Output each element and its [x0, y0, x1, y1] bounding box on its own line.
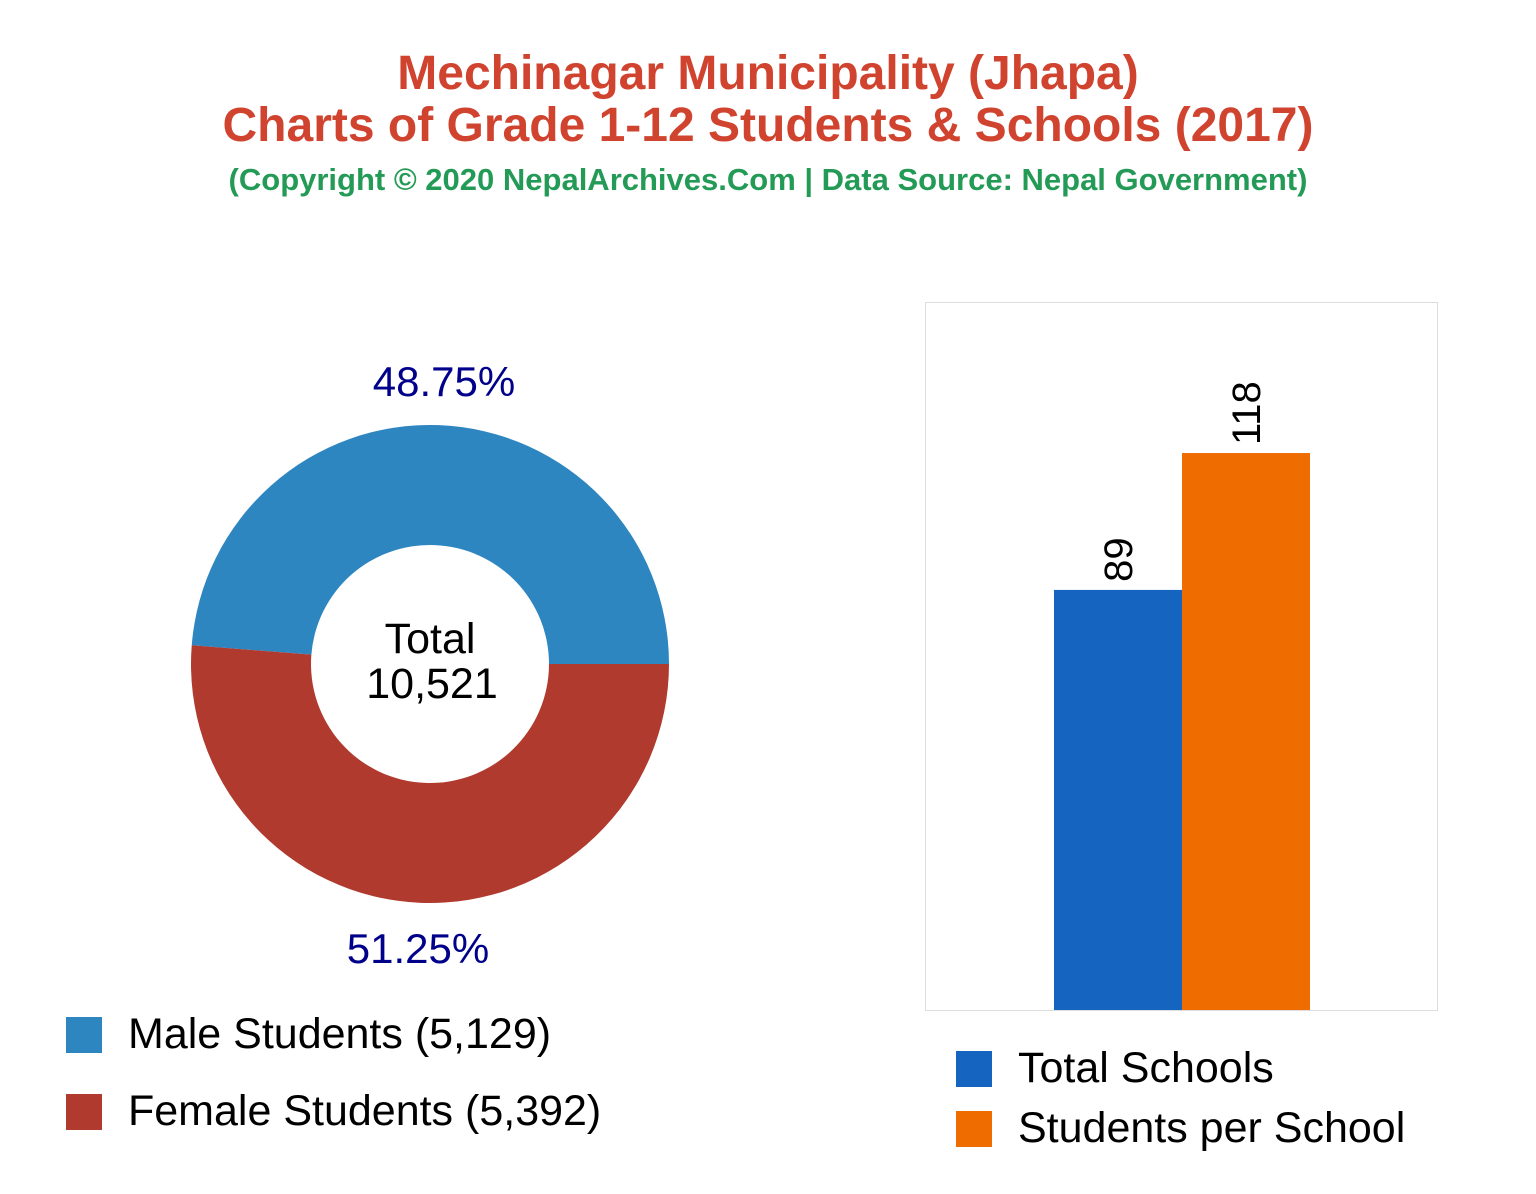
- legend-students-per-school: Students per School: [956, 1104, 1405, 1153]
- legend-male: Male Students (5,129): [66, 1010, 551, 1059]
- legend-swatch-students-per-school: [956, 1110, 992, 1147]
- bar-students-per-school: [1182, 453, 1310, 1010]
- legend-swatch-male: [66, 1016, 102, 1053]
- donut-slice-male-students: [191, 424, 669, 664]
- donut-center-title: Total: [385, 615, 476, 663]
- donut-chart: [191, 424, 669, 903]
- donut-center-value: 10,521: [366, 660, 498, 708]
- legend-swatch-total-schools: [956, 1050, 992, 1087]
- title-line-2: Charts of Grade 1-12 Students & Schools …: [222, 99, 1314, 152]
- legend-total-schools: Total Schools: [956, 1044, 1274, 1093]
- legend-swatch-female: [66, 1093, 102, 1130]
- title-line-1: Mechinagar Municipality (Jhapa): [397, 47, 1139, 100]
- legend-female: Female Students (5,392): [66, 1087, 601, 1136]
- subtitle: (Copyright © 2020 NepalArchives.Com | Da…: [228, 162, 1308, 197]
- legend-label: Students per School: [1018, 1104, 1406, 1152]
- female-percent-label: 51.25%: [347, 925, 489, 972]
- donut-slice-female-students: [191, 645, 669, 903]
- bar-chart: 89 118: [1054, 381, 1310, 1010]
- bar-data-label: 118: [1225, 381, 1269, 445]
- bar-total-schools: [1054, 589, 1182, 1010]
- bar-data-label: 89: [1097, 537, 1141, 582]
- legend-label: Female Students (5,392): [128, 1087, 602, 1135]
- male-percent-label: 48.75%: [373, 358, 515, 405]
- legend-label: Male Students (5,129): [128, 1010, 552, 1058]
- legend-label: Total Schools: [1018, 1044, 1274, 1092]
